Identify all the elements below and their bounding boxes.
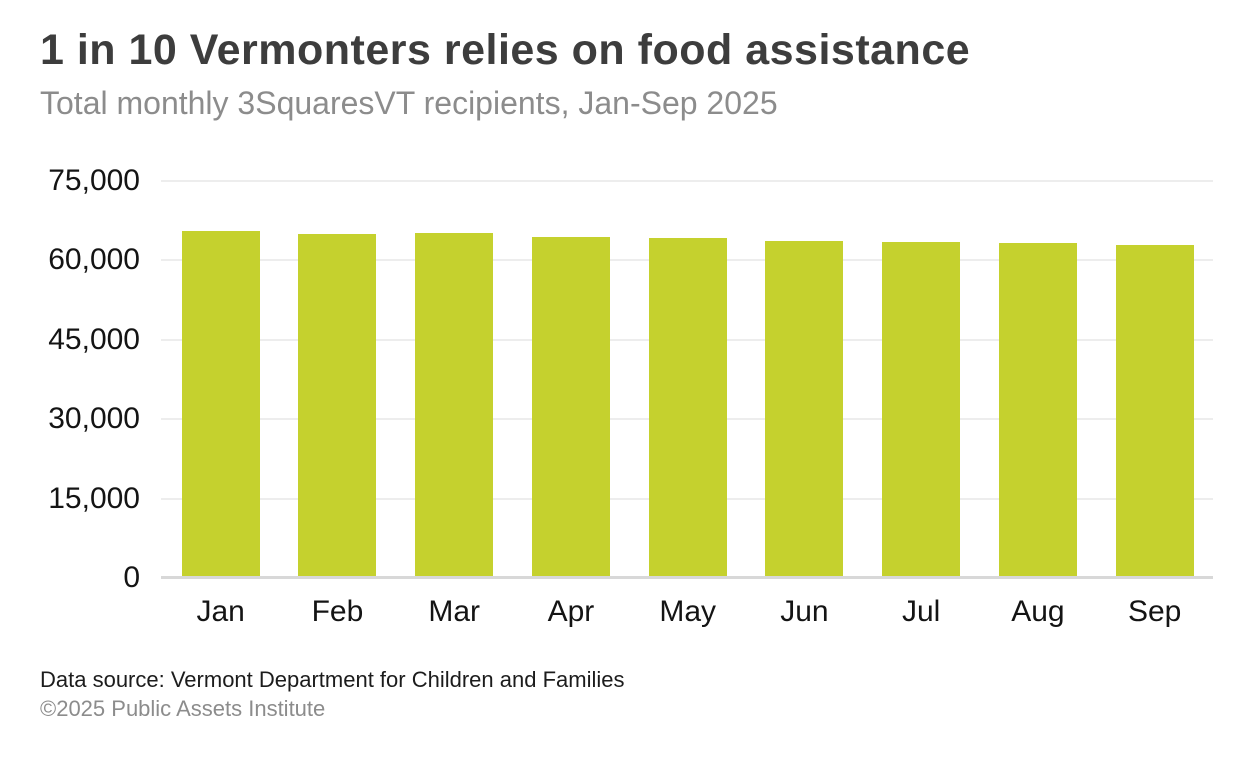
chart-footer: Data source: Vermont Department for Chil… — [40, 665, 624, 723]
x-tick-label: Jan — [196, 595, 245, 628]
bar-may — [648, 238, 727, 578]
bar-apr — [531, 236, 610, 578]
chart-subtitle: Total monthly 3SquaresVT recipients, Jan… — [40, 85, 778, 121]
bar-feb — [298, 234, 377, 578]
x-tick-label: Feb — [311, 595, 364, 628]
y-tick-label: 75,000 — [48, 164, 140, 197]
x-tick-label: Aug — [1011, 595, 1065, 628]
chart-title: 1 in 10 Vermonters relies on food assist… — [40, 26, 971, 74]
bar-jun — [765, 241, 844, 578]
y-tick-label: 60,000 — [48, 243, 140, 277]
y-tick-label: 15,000 — [48, 481, 140, 515]
bar-mar — [415, 233, 494, 578]
bar-jan — [181, 231, 260, 578]
plot-area — [161, 180, 1213, 579]
y-gridline — [161, 180, 1213, 182]
bar-sep — [1115, 244, 1194, 578]
y-tick-label: 30,000 — [48, 402, 140, 436]
x-axis: Jan Feb Mar Apr May Jun Jul Aug Sep — [161, 592, 1213, 634]
y-tick-label: 45,000 — [48, 322, 140, 356]
x-axis-line — [161, 576, 1213, 579]
bar-aug — [998, 242, 1077, 578]
x-tick-label: Sep — [1127, 595, 1182, 628]
footer-source: Data source: Vermont Department for Chil… — [40, 667, 625, 692]
footer-copyright: ©2025 Public Assets Institute — [40, 696, 326, 721]
x-tick-label: Mar — [428, 595, 481, 628]
y-axis: 0 15,000 30,000 45,000 60,000 75,000 — [0, 165, 140, 594]
y-tick-label: 0 — [123, 561, 140, 594]
x-tick-label: Apr — [547, 595, 595, 628]
x-tick-label: May — [659, 595, 717, 628]
x-tick-label: Jun — [780, 595, 829, 628]
bar-jul — [882, 241, 961, 578]
x-tick-label: Jul — [902, 595, 941, 628]
